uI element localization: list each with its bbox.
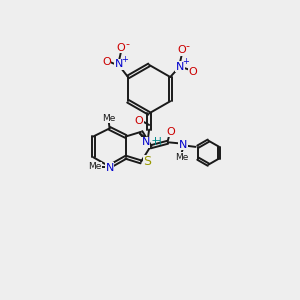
Text: O: O [166, 127, 175, 137]
Text: N: N [115, 59, 123, 69]
Text: Me: Me [102, 113, 115, 122]
Text: -: - [125, 39, 129, 49]
Text: O: O [102, 57, 111, 67]
Text: Me: Me [88, 162, 102, 171]
Text: +: + [121, 55, 128, 64]
Text: O: O [188, 68, 197, 77]
Text: +: + [182, 57, 189, 66]
Text: Me: Me [175, 153, 188, 162]
Text: O: O [134, 116, 143, 127]
Text: N: N [141, 137, 150, 147]
Text: N: N [105, 163, 114, 173]
Text: O: O [117, 43, 125, 53]
Text: S: S [143, 155, 152, 168]
Text: N: N [176, 61, 184, 72]
Text: N: N [178, 140, 187, 150]
Text: -: - [151, 135, 155, 146]
Text: -: - [186, 41, 190, 52]
Text: H: H [154, 137, 162, 147]
Text: O: O [178, 45, 186, 55]
